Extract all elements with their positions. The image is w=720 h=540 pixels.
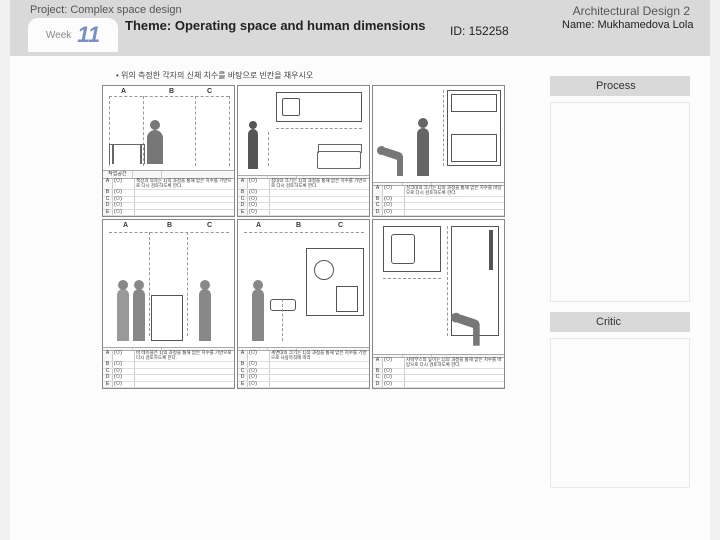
desk-shape bbox=[109, 144, 145, 164]
cell-note: 침대의 크기는 1)의 과정을 통해 얻은 치수를 기반으로 다시 검토하도록 … bbox=[270, 179, 369, 189]
dim-label: B bbox=[167, 222, 172, 229]
cell-table: 작업공간 A(ㅁ)책상과 의자는 1)의 과정을 통해 얻은 치수를 기반으로 … bbox=[103, 171, 234, 216]
row-key: A bbox=[373, 186, 383, 196]
row-key: D bbox=[103, 203, 113, 209]
sofa-shape bbox=[317, 151, 361, 169]
process-title: Process bbox=[550, 76, 690, 96]
week-text: Week bbox=[46, 30, 71, 41]
student-id: ID: 152258 bbox=[450, 24, 540, 38]
cell-note: 바 테이블은 1)의 과정을 통해 얻은 치수를 기반으로 다시 검토하도록 한… bbox=[135, 351, 234, 361]
cell-bed: A(ㅁ)침대의 크기는 1)의 과정을 통해 얻은 치수를 기반으로 다시 검토… bbox=[237, 85, 370, 217]
row-key: D bbox=[373, 382, 383, 388]
side-panel: Process Critic bbox=[530, 56, 710, 540]
toilet-plan bbox=[336, 286, 358, 312]
cell-note: 싱크대의 크기는 1)의 과정을 통해 얻은 치수를 바탕으로 다시 검토하도록… bbox=[405, 186, 504, 196]
diagram-row-1: A B C 작업공간 A(ㅁ)책상과 의자는 1)의 과정을 통해 얻은 치수 bbox=[102, 85, 506, 217]
fig-desk: A B C bbox=[103, 86, 234, 171]
row-key: A bbox=[238, 179, 248, 189]
row-key: A bbox=[103, 179, 113, 189]
human-bending bbox=[381, 142, 411, 176]
human-standing bbox=[133, 289, 145, 341]
row-key: D bbox=[238, 375, 248, 381]
human-standing bbox=[117, 289, 129, 341]
row-key: A bbox=[373, 358, 383, 368]
dim-label: C bbox=[338, 222, 343, 229]
shower-head bbox=[489, 230, 493, 270]
cell-table: A(ㅁ)세면대의 크기는 1)의 과정을 통해 얻은 치수를 기반으로 사용목적… bbox=[238, 348, 369, 388]
counter bbox=[451, 134, 497, 162]
cell-note: 세면대의 크기는 1)의 과정을 통해 얻은 치수를 기반으로 사용목적에 따라 bbox=[270, 351, 369, 361]
row-key: D bbox=[103, 375, 113, 381]
row-key: E bbox=[103, 210, 113, 216]
cell-sink: A(ㅁ)싱크대의 크기는 1)의 과정을 통해 얻은 치수를 바탕으로 다시 검… bbox=[372, 85, 505, 217]
instruction-text: 위의 측정한 각자의 신체 치수를 바탕으로 빈칸을 채우시오 bbox=[102, 70, 506, 81]
page: Project: Complex space design Architectu… bbox=[10, 0, 710, 540]
week-number: 11 bbox=[77, 22, 100, 48]
row-key: B bbox=[238, 362, 248, 368]
row-key: B bbox=[103, 362, 113, 368]
dim-label: A bbox=[121, 88, 126, 95]
row-key: E bbox=[238, 210, 248, 216]
human-seated bbox=[147, 130, 163, 164]
row-key: C bbox=[373, 203, 383, 209]
critic-box bbox=[550, 338, 690, 488]
human-standing bbox=[248, 129, 258, 169]
row-key: A bbox=[103, 351, 113, 361]
row-key: B bbox=[238, 190, 248, 196]
row-key: D bbox=[373, 210, 383, 216]
diagram-row-2: A B C A(ㅁ)바 테이블은 1)의 과정을 통해 얻은 치수를 기반으 bbox=[102, 219, 506, 389]
dim-label: A bbox=[256, 222, 261, 229]
row-key: C bbox=[373, 375, 383, 381]
fig-sink bbox=[373, 86, 504, 183]
student-name: Name: Mukhamedova Lola bbox=[562, 18, 702, 32]
project-label: Project: Complex space design bbox=[30, 4, 182, 16]
cell-washbasin: A B C A(ㅁ)세면대의 크기는 1)의 과정을 통해 얻은 치수를 기 bbox=[237, 219, 370, 389]
row-key: B bbox=[103, 190, 113, 196]
pillow bbox=[282, 98, 300, 116]
cell-table: A(ㅁ)샤워부스의 높이는 1)의 과정을 통해 얻은 치수를 바탕으로 다시 … bbox=[373, 355, 504, 388]
week-pill: Week 11 bbox=[28, 18, 118, 52]
cell-note: 샤워부스의 높이는 1)의 과정을 통해 얻은 치수를 바탕으로 다시 검토하도… bbox=[405, 358, 504, 368]
cell-shower: A(ㅁ)샤워부스의 높이는 1)의 과정을 통해 얻은 치수를 바탕으로 다시 … bbox=[372, 219, 505, 389]
fig-bar: A B C bbox=[103, 220, 234, 348]
cell-title: 작업공간 bbox=[103, 171, 133, 179]
row-key: D bbox=[238, 203, 248, 209]
course-label: Architectural Design 2 bbox=[573, 4, 690, 18]
row-key: A bbox=[238, 351, 248, 361]
header-bar: Project: Complex space design Architectu… bbox=[10, 0, 710, 56]
cell-note: 책상과 의자는 1)의 과정을 통해 얻은 치수를 기반으로 다시 검토하도록 … bbox=[135, 179, 234, 189]
main-canvas: 위의 측정한 각자의 신체 치수를 바탕으로 빈칸을 채우시오 A B C bbox=[10, 56, 530, 540]
dim-label: C bbox=[207, 222, 212, 229]
cell-desk: A B C 작업공간 A(ㅁ)책상과 의자는 1)의 과정을 통해 얻은 치수 bbox=[102, 85, 235, 217]
fig-shower bbox=[373, 220, 504, 355]
critic-title: Critic bbox=[550, 312, 690, 332]
fig-washbasin: A B C bbox=[238, 220, 369, 348]
human-standing bbox=[417, 128, 429, 176]
row-key: E bbox=[238, 382, 248, 388]
human-standing bbox=[199, 289, 211, 341]
diagram-area: 위의 측정한 각자의 신체 치수를 바탕으로 빈칸을 채우시오 A B C bbox=[102, 70, 506, 512]
dim-label: B bbox=[169, 88, 174, 95]
dim-label: C bbox=[207, 88, 212, 95]
basin-plan bbox=[314, 260, 334, 280]
cell-bar: A B C A(ㅁ)바 테이블은 1)의 과정을 통해 얻은 치수를 기반으 bbox=[102, 219, 235, 389]
human-standing bbox=[252, 289, 264, 341]
basin bbox=[270, 299, 296, 311]
human-bending bbox=[456, 308, 489, 345]
cell-table: A(ㅁ)침대의 크기는 1)의 과정을 통해 얻은 치수를 기반으로 다시 검토… bbox=[238, 176, 369, 216]
shower-tray bbox=[391, 234, 415, 264]
cell-table: A(ㅁ)바 테이블은 1)의 과정을 통해 얻은 치수를 기반으로 다시 검토하… bbox=[103, 348, 234, 388]
cell-table: A(ㅁ)싱크대의 크기는 1)의 과정을 통해 얻은 치수를 바탕으로 다시 검… bbox=[373, 183, 504, 216]
upper-cabinet bbox=[451, 94, 497, 112]
fig-bed bbox=[238, 86, 369, 176]
bar-counter bbox=[151, 295, 183, 341]
theme-title: Theme: Operating space and human dimensi… bbox=[125, 18, 440, 34]
row-key: E bbox=[103, 382, 113, 388]
dim-label: B bbox=[296, 222, 301, 229]
process-box bbox=[550, 102, 690, 302]
dim-label: A bbox=[123, 222, 128, 229]
